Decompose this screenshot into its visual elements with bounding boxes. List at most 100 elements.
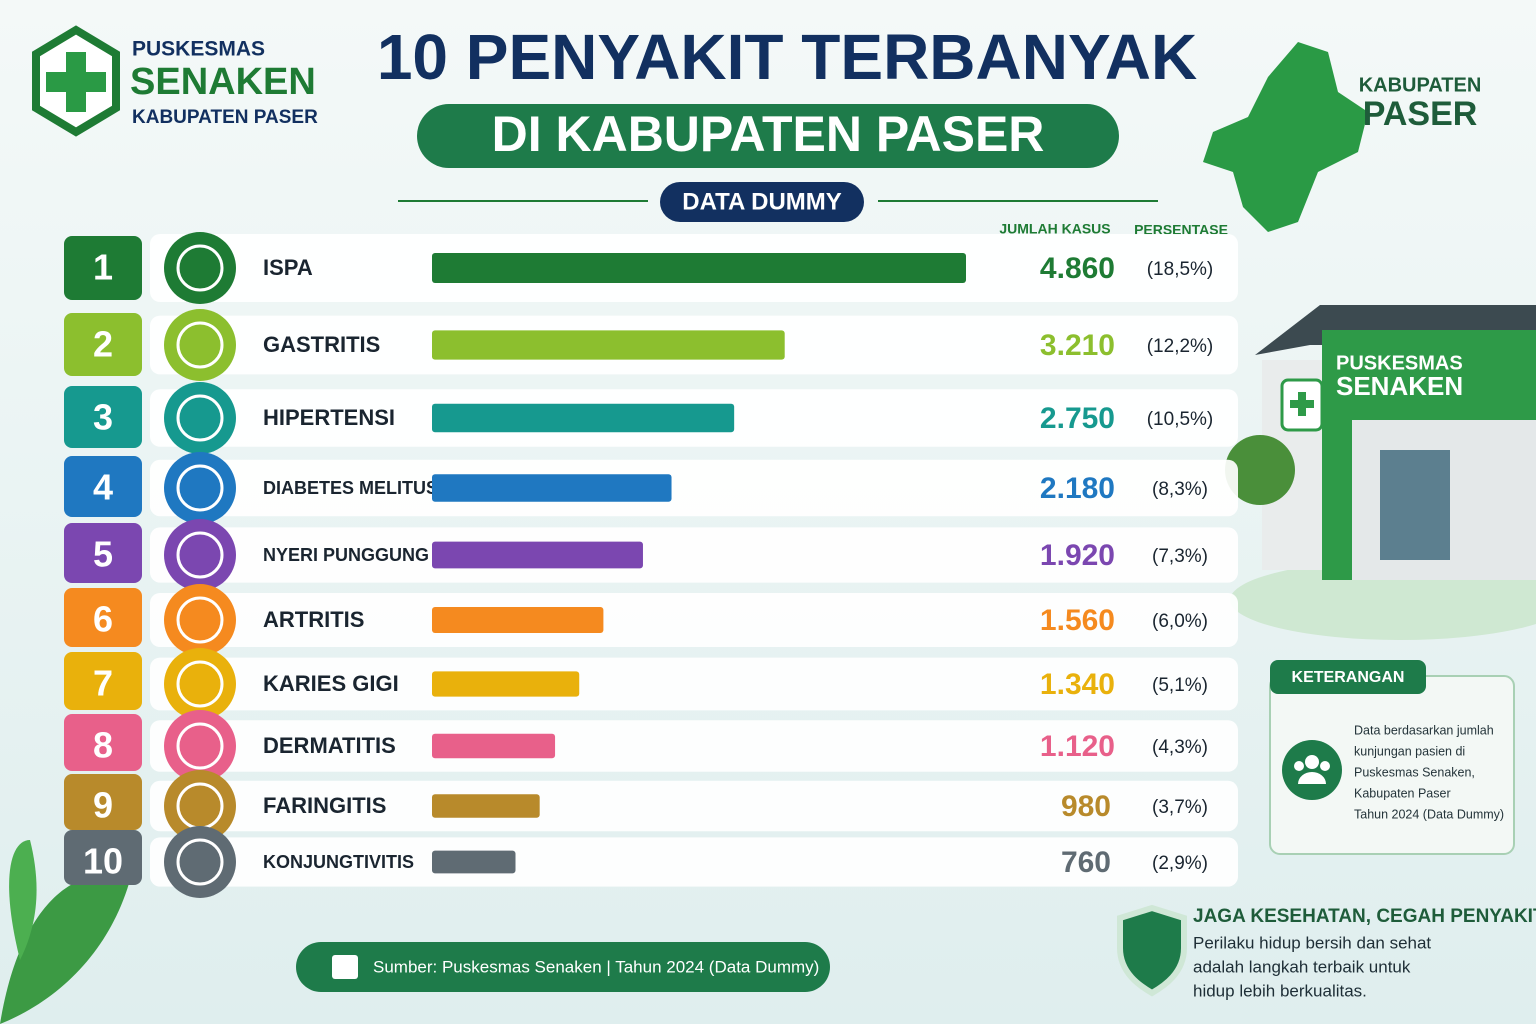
- share-label: (4,3%): [1152, 737, 1208, 758]
- motto-line: hidup lebih berkualitas.: [1193, 981, 1367, 1000]
- disease-icon: [164, 770, 236, 842]
- rank-box: [64, 386, 142, 448]
- share-label: (7,3%): [1152, 546, 1208, 567]
- disease-icon-ring: [176, 531, 224, 579]
- disease-icon-ring: [176, 464, 224, 512]
- bar: [432, 474, 672, 502]
- disease-icon-ring: [176, 596, 224, 644]
- title: 10 PENYAKIT TERBANYAK: [377, 21, 1197, 93]
- rank-box: [64, 523, 142, 583]
- category-label: NYERI PUNGGUNG: [263, 545, 429, 565]
- row-card: [150, 657, 1238, 711]
- building: [1225, 305, 1536, 640]
- rank: 2: [93, 324, 113, 365]
- rank-box: [64, 652, 142, 710]
- row-card: [150, 527, 1238, 583]
- rank-box: [64, 588, 142, 647]
- region-top: KABUPATEN: [1359, 74, 1482, 96]
- note-icon: [1282, 740, 1342, 800]
- note-title-pill: [1270, 660, 1426, 694]
- value-header: JUMLAH KASUS: [999, 221, 1110, 237]
- map: [1203, 42, 1368, 232]
- subtitle: DI KABUPATEN PASER: [492, 106, 1045, 162]
- note-line: Data berdasarkan jumlah: [1354, 723, 1494, 737]
- category-label: KARIES GIGI: [263, 671, 399, 696]
- note-line: Tahun 2024 (Data Dummy): [1354, 807, 1504, 821]
- logo: [32, 25, 120, 137]
- row-card: [150, 780, 1238, 832]
- row-card: [150, 459, 1238, 517]
- category-label: FARINGITIS: [263, 793, 386, 818]
- share-label: (10,5%): [1147, 409, 1214, 430]
- disease-icon: [164, 382, 236, 454]
- logo-top: PUSKESMAS: [132, 38, 265, 61]
- building-line1: PUSKESMAS: [1336, 352, 1463, 374]
- rank-box: [64, 456, 142, 517]
- motto-line: adalah langkah terbaik untuk: [1193, 957, 1411, 976]
- badge-pill: [660, 182, 864, 222]
- value-label: 2.180: [1040, 472, 1115, 505]
- rank-box: [64, 236, 142, 300]
- category-label: ARTRITIS: [263, 607, 364, 632]
- value-label: 1.920: [1040, 539, 1115, 572]
- source: Sumber: Puskesmas Senaken | Tahun 2024 (…: [373, 957, 819, 976]
- share-label: (18,5%): [1147, 259, 1214, 280]
- disease-icon-ring: [176, 660, 224, 708]
- disease-icon: [164, 232, 236, 304]
- value-label: 1.120: [1040, 730, 1115, 763]
- note-icon-people: [1294, 755, 1330, 784]
- disease-icon-ring: [176, 244, 224, 292]
- disease-icon: [164, 452, 236, 524]
- bar: [432, 794, 540, 818]
- subtitle-pill: [417, 104, 1119, 168]
- value-label: 4.860: [1040, 252, 1115, 285]
- value-label: 3.210: [1040, 329, 1115, 362]
- share-label: (3,7%): [1152, 797, 1208, 818]
- note-line: Puskesmas Senaken,: [1354, 765, 1475, 779]
- category-label: GASTRITIS: [263, 332, 380, 357]
- disease-icon-ring: [176, 722, 224, 770]
- building-line2: SENAKEN: [1336, 371, 1463, 401]
- disease-icon-ring: [176, 321, 224, 369]
- share-label: (5,1%): [1152, 675, 1208, 696]
- leaf: [0, 875, 130, 1024]
- category-label: DIABETES MELITUS: [263, 478, 438, 498]
- calendar-icon: [332, 955, 358, 979]
- value-label: 1.560: [1040, 604, 1115, 637]
- source-pill: [296, 942, 830, 992]
- motto-title: JAGA KESEHATAN, CEGAH PENYAKIT: [1193, 906, 1536, 927]
- disease-icon: [164, 826, 236, 898]
- logo-name: SENAKEN: [130, 61, 316, 103]
- category-label: DERMATITIS: [263, 733, 396, 758]
- leaf: [9, 840, 37, 960]
- disease-icon: [164, 710, 236, 782]
- rank: 6: [93, 599, 113, 640]
- rank: 5: [93, 534, 113, 575]
- motto-line: Perilaku hidup bersih dan sehat: [1193, 933, 1431, 952]
- disease-icon: [164, 648, 236, 720]
- share-label: (6,0%): [1152, 611, 1208, 632]
- badge: DATA DUMMY: [682, 188, 842, 215]
- shield: [1117, 904, 1187, 997]
- rank: 9: [93, 785, 113, 826]
- category-label: HIPERTENSI: [263, 405, 395, 430]
- rank: 7: [93, 663, 113, 704]
- rank-box: [64, 313, 142, 376]
- bar: [432, 330, 785, 360]
- row-card: [150, 720, 1238, 772]
- rank-box: [64, 830, 142, 885]
- bar: [432, 403, 735, 433]
- bar: [432, 253, 966, 283]
- rank: 3: [93, 397, 113, 438]
- bar: [432, 607, 604, 633]
- bar: [432, 671, 580, 697]
- row-card: [150, 593, 1238, 647]
- disease-icon: [164, 309, 236, 381]
- value-label: 760: [1061, 846, 1111, 879]
- note-title: KETERANGAN: [1292, 669, 1405, 686]
- value-label: 1.340: [1040, 668, 1115, 701]
- disease-icon-ring: [176, 838, 224, 886]
- rank-box: [64, 714, 142, 771]
